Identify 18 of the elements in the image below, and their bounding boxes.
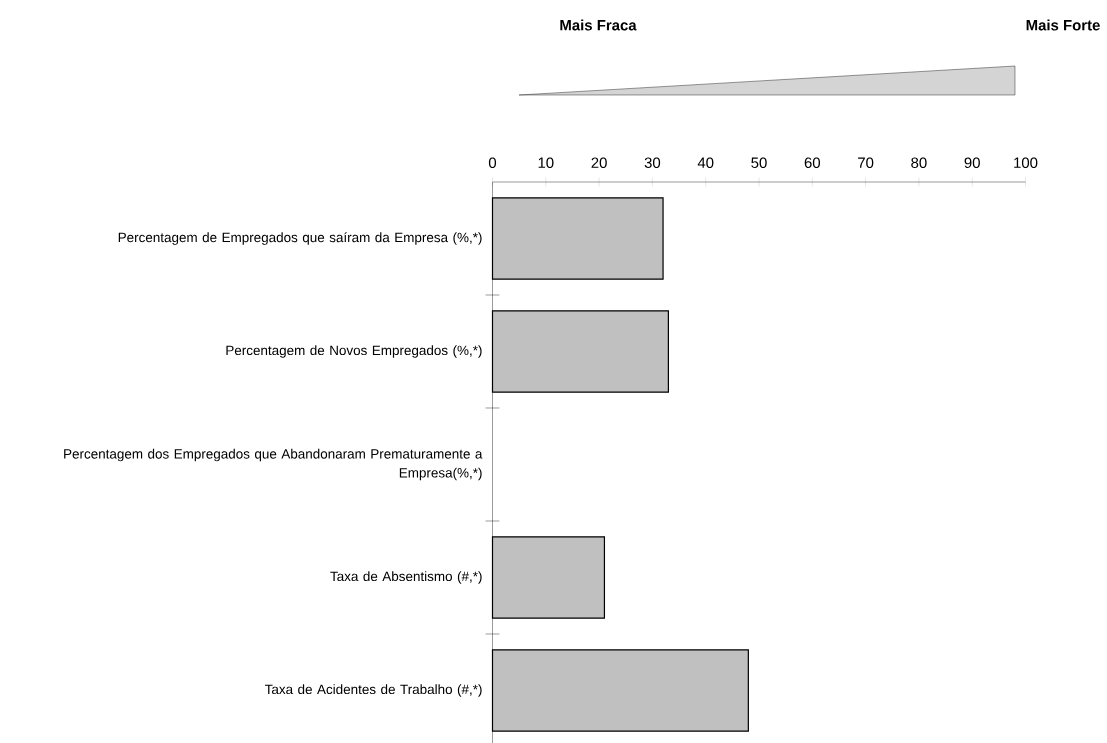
text: Mais Fraca <box>560 19 637 31</box>
y-tick-label: Taxa de Absentismo (#,*) <box>330 571 482 584</box>
x-tick-label: 60 <box>804 157 821 168</box>
x-tick-label: 20 <box>591 157 607 168</box>
y-tick-label: Percentagem de Novos Empregados (%,*) <box>226 345 482 358</box>
x-tick-label: 50 <box>751 157 767 168</box>
x-tick-label: 30 <box>644 157 661 168</box>
x-tick-label: 40 <box>697 157 714 168</box>
x-tick-label: 10 <box>538 157 554 168</box>
y-tick-label: Percentagem de Empregados que saíram da Empresa (%,*) <box>118 232 482 245</box>
x-tick-label: 90 <box>964 157 980 168</box>
x-tick-label: 80 <box>911 157 927 168</box>
x-tick-label: 70 <box>858 157 874 168</box>
x-tick-label: 0 <box>488 157 497 168</box>
x-tick-label: 100 <box>1014 157 1038 168</box>
y-tick-label: Percentagem dos Empregados que Abandonaram Prematuramente a Empresa(%,*) <box>64 448 483 481</box>
text: Mais Forte <box>1026 19 1100 31</box>
y-tick-label: Taxa de Acidentes de Trabalho (#,*) <box>264 684 482 697</box>
